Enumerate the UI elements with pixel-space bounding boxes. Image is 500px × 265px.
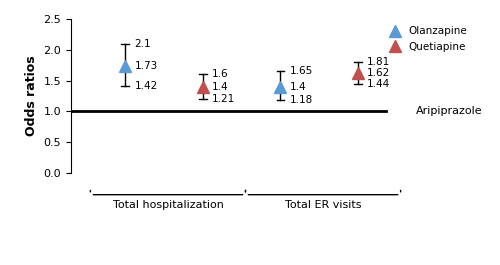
Text: Total ER visits: Total ER visits xyxy=(285,200,362,210)
Text: 2.1: 2.1 xyxy=(134,39,151,49)
Text: 1.4: 1.4 xyxy=(212,82,229,92)
Text: 1.18: 1.18 xyxy=(290,95,313,105)
Text: 1.6: 1.6 xyxy=(212,69,229,80)
Text: Total hospitalization: Total hospitalization xyxy=(112,200,224,210)
Legend: Olanzapine, Quetiapine: Olanzapine, Quetiapine xyxy=(382,24,469,54)
Text: 1.73: 1.73 xyxy=(134,61,158,72)
Text: 1.21: 1.21 xyxy=(212,94,236,104)
Text: 1.81: 1.81 xyxy=(368,56,390,67)
Text: 1.65: 1.65 xyxy=(290,67,313,76)
Text: 1.44: 1.44 xyxy=(368,79,390,89)
Text: 1.4: 1.4 xyxy=(290,82,306,92)
Y-axis label: Odds ratios: Odds ratios xyxy=(25,56,38,136)
Text: 1.42: 1.42 xyxy=(134,81,158,91)
Text: 1.62: 1.62 xyxy=(368,68,390,78)
Text: Aripiprazole: Aripiprazole xyxy=(416,107,482,116)
